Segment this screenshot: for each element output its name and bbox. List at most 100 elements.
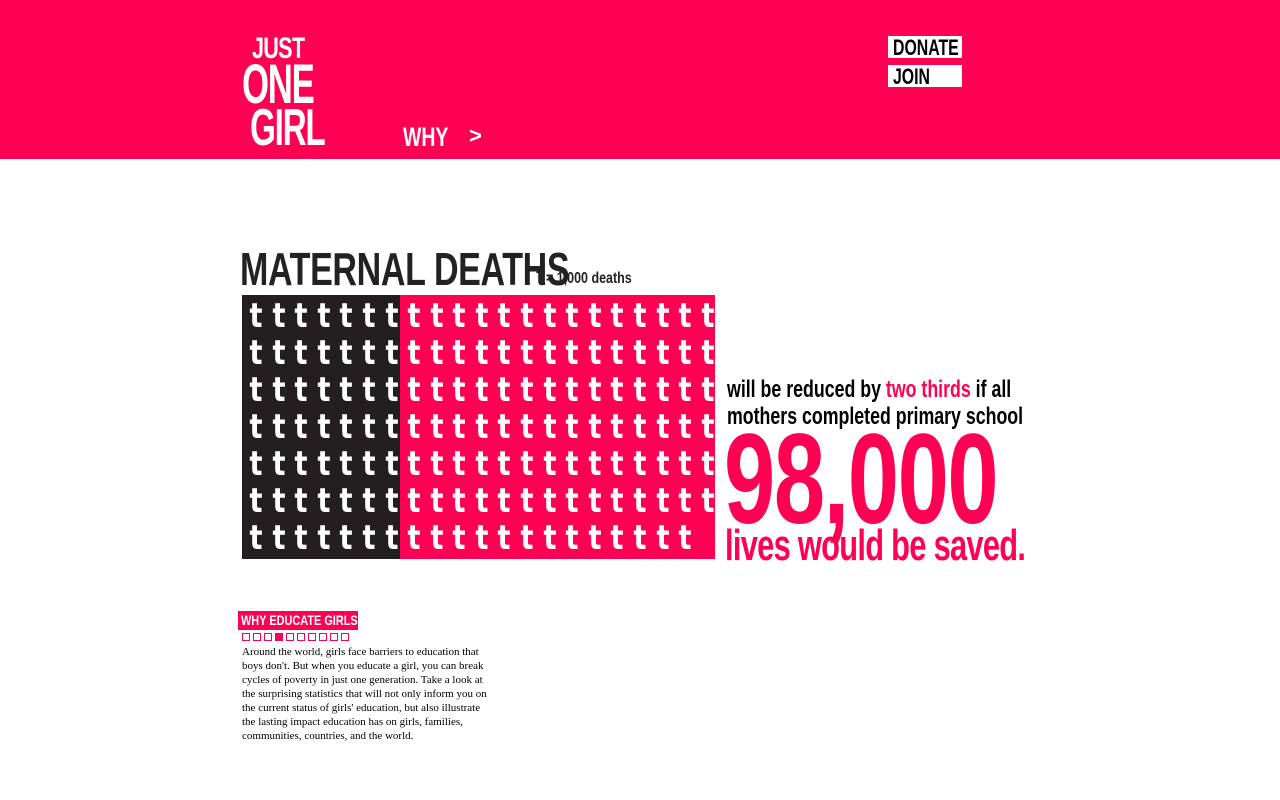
death-symbol: t: [678, 333, 692, 373]
death-symbol: t: [610, 333, 624, 373]
reduction-statement: will be reduced by two thirds if all moth…: [727, 376, 1023, 430]
death-symbol: t: [565, 481, 579, 521]
death-symbol: t: [497, 296, 511, 336]
death-symbol: t: [497, 444, 511, 484]
death-symbol: t: [610, 407, 624, 447]
death-symbol: t: [633, 481, 647, 521]
death-symbol: t: [520, 370, 534, 410]
death-symbol: t: [339, 518, 353, 558]
death-symbol: t: [565, 407, 579, 447]
death-symbol: t: [452, 407, 466, 447]
death-symbol: t: [430, 333, 444, 373]
pager-dot[interactable]: [330, 633, 338, 641]
death-symbol: t: [633, 407, 647, 447]
death-symbol: t: [475, 370, 489, 410]
death-symbol: t: [701, 481, 715, 521]
death-symbol: t: [520, 296, 534, 336]
death-symbol: t: [701, 333, 715, 373]
pager-dot[interactable]: [253, 633, 261, 641]
death-symbol: t: [339, 296, 353, 336]
death-symbol: t: [294, 481, 308, 521]
join-button[interactable]: JOIN: [888, 65, 962, 87]
death-symbol: t: [385, 407, 399, 447]
donate-button-label: DONATE: [893, 36, 959, 58]
donate-button[interactable]: DONATE: [888, 36, 962, 58]
death-symbol: t: [317, 518, 331, 558]
death-symbol: t: [294, 444, 308, 484]
death-symbol: t: [678, 518, 692, 558]
death-symbol: t: [610, 481, 624, 521]
death-symbol: t: [475, 296, 489, 336]
death-symbol: t: [362, 444, 376, 484]
death-symbol: t: [249, 296, 263, 336]
pager-dot[interactable]: [275, 633, 283, 641]
death-symbol: t: [272, 370, 286, 410]
logo-line-one: ONE: [242, 52, 315, 115]
death-symbol: t: [362, 333, 376, 373]
death-symbol: t: [385, 518, 399, 558]
death-symbol: t: [362, 370, 376, 410]
death-symbol: t: [430, 444, 444, 484]
site-header: JUST ONE GIRL WHY > DONATE JOIN: [0, 0, 1280, 159]
death-symbol: t: [497, 518, 511, 558]
death-symbol: t: [520, 444, 534, 484]
death-symbol: t: [565, 518, 579, 558]
death-symbol: t: [656, 333, 670, 373]
death-symbol: t: [272, 518, 286, 558]
death-symbol: t: [249, 518, 263, 558]
death-symbol: t: [272, 481, 286, 521]
death-symbol: t: [452, 518, 466, 558]
death-symbol: t: [317, 407, 331, 447]
pager-dot[interactable]: [286, 633, 294, 641]
pager-dot[interactable]: [319, 633, 327, 641]
death-symbol: t: [520, 518, 534, 558]
death-symbol: t: [633, 518, 647, 558]
death-symbol: t: [317, 296, 331, 336]
death-symbol: t: [633, 296, 647, 336]
nav-why-label[interactable]: WHY: [403, 122, 449, 152]
death-symbol: t: [430, 481, 444, 521]
death-symbol: t: [294, 333, 308, 373]
death-symbol: t: [678, 407, 692, 447]
death-symbol: t: [633, 370, 647, 410]
pager-dot[interactable]: [341, 633, 349, 641]
death-symbol: t: [543, 481, 557, 521]
death-symbol: t: [317, 333, 331, 373]
death-symbol: t: [656, 296, 670, 336]
death-symbol: t: [407, 370, 421, 410]
death-symbol: t: [656, 444, 670, 484]
death-symbol: t: [385, 481, 399, 521]
pager-dot[interactable]: [308, 633, 316, 641]
death-symbol: t: [588, 518, 602, 558]
death-symbol: t: [475, 481, 489, 521]
death-symbol: t: [452, 333, 466, 373]
death-symbol: t: [610, 370, 624, 410]
pager-dot[interactable]: [264, 633, 272, 641]
just-one-girl-logo[interactable]: JUST ONE GIRL: [242, 34, 342, 155]
join-button-label: JOIN: [893, 65, 930, 87]
death-symbol: t: [272, 407, 286, 447]
death-symbol: t: [656, 518, 670, 558]
death-symbol: t: [452, 370, 466, 410]
death-symbol: t: [678, 370, 692, 410]
nav-next-arrow[interactable]: >: [469, 123, 482, 148]
pager-dot[interactable]: [242, 633, 250, 641]
death-symbol: t: [520, 481, 534, 521]
death-symbol: t: [588, 333, 602, 373]
death-symbol: t: [362, 296, 376, 336]
death-symbol: t: [385, 444, 399, 484]
pager-dot[interactable]: [297, 633, 305, 641]
death-symbol: t: [430, 518, 444, 558]
death-symbol: t: [565, 296, 579, 336]
death-symbol: t: [565, 370, 579, 410]
death-symbol: t: [385, 296, 399, 336]
death-symbol: t: [656, 481, 670, 521]
infographic-title: MATERNAL DEATHS: [240, 243, 570, 295]
death-symbol: t: [543, 444, 557, 484]
death-symbol: t: [430, 407, 444, 447]
death-symbol: t: [272, 296, 286, 336]
death-symbol: t: [249, 444, 263, 484]
death-symbol: t: [385, 370, 399, 410]
